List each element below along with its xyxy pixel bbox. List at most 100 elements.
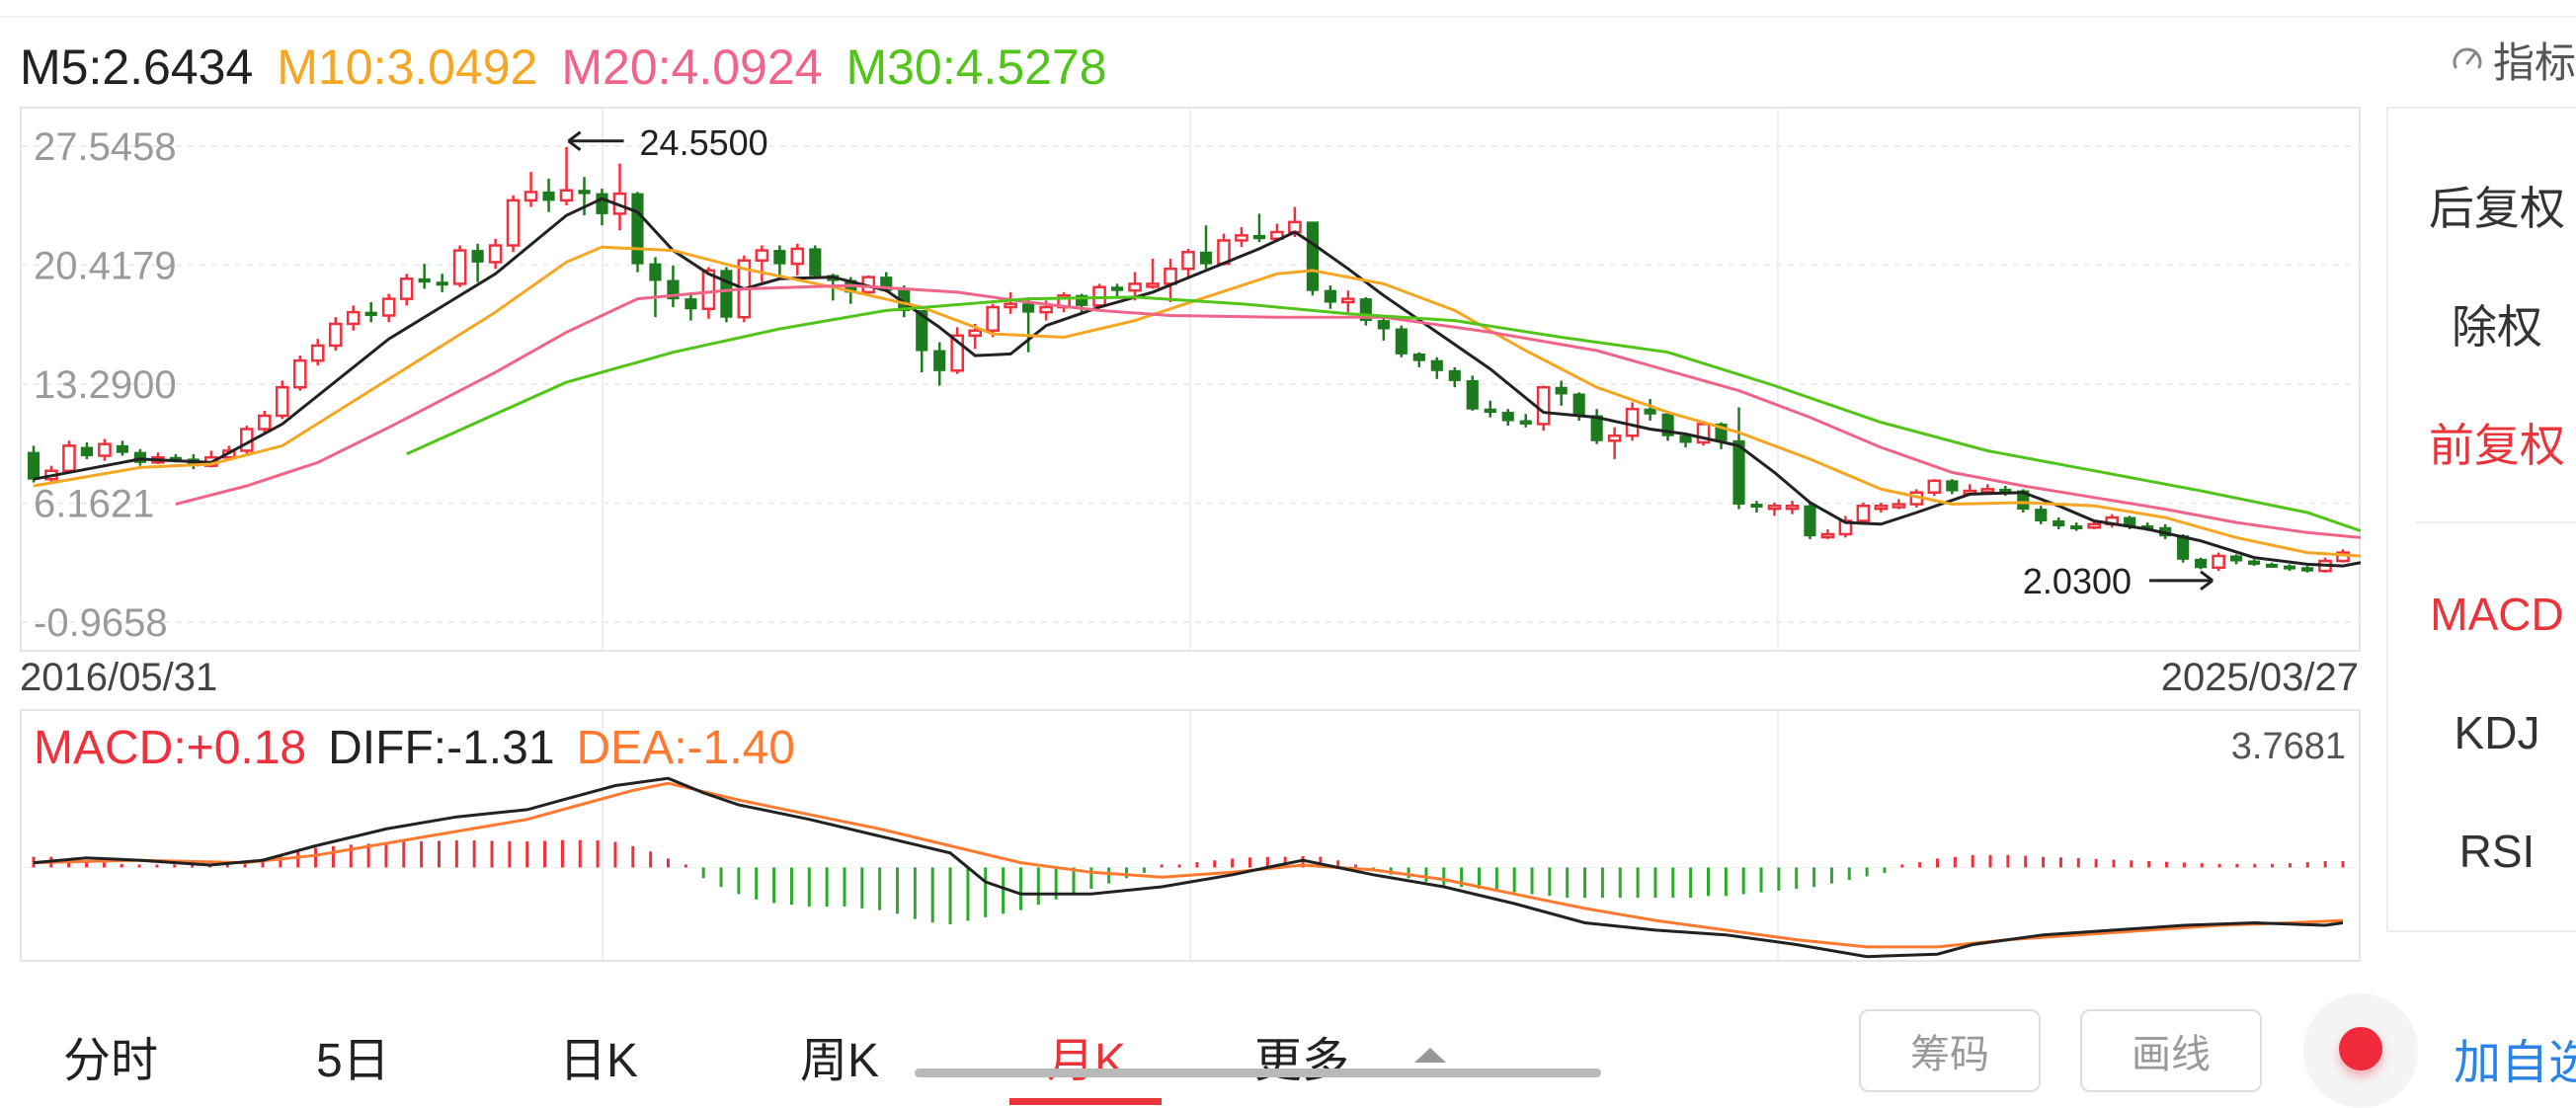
side-divider (2416, 521, 2576, 523)
candle (1785, 501, 1800, 514)
candle-body (2283, 565, 2296, 570)
candle-body (1324, 289, 1336, 303)
indicator-kdj-button[interactable]: KDJ (2454, 707, 2540, 758)
min-price-label: 2.0300 (2023, 561, 2132, 601)
candle (1501, 409, 1514, 427)
candle-body (1164, 267, 1177, 285)
candle-body (559, 189, 574, 202)
ma20-label: M20:4.0924 (561, 40, 823, 95)
candle-body (488, 244, 503, 264)
adjust-none-button[interactable]: 除权 (2452, 301, 2542, 353)
candle (1696, 421, 1711, 446)
ma30-label: M30:4.5278 (845, 40, 1107, 95)
candle-body (720, 270, 733, 318)
candle-body (346, 310, 361, 326)
candle (1874, 502, 1889, 514)
candle-body (1466, 379, 1479, 410)
candle-body (1022, 303, 1035, 313)
candle-body (27, 451, 40, 480)
y-tick-label: 6.1621 (34, 483, 154, 526)
candle-body (1767, 504, 1782, 511)
candle-body (399, 277, 414, 300)
candle-body (1750, 504, 1763, 509)
candlestick-chart[interactable]: 27.5458 20.4179 13.2900 6.1621 -0.9658 24.550… (20, 107, 2361, 652)
candle (1679, 434, 1692, 448)
tab-intraday[interactable]: 分时 (63, 1035, 159, 1087)
macd-max-label: 3.7681 (2231, 726, 2346, 767)
candle (809, 245, 822, 279)
tab-monthly-k[interactable]: 月K (1047, 1035, 1127, 1087)
candle (2283, 564, 2296, 572)
candle (1536, 385, 1551, 432)
candle (1750, 501, 1763, 514)
candle (1927, 479, 1942, 497)
candle (1946, 479, 1959, 495)
adjust-forward-button[interactable]: 前复权 (2429, 420, 2565, 471)
candle-body (1732, 439, 1745, 506)
candle (1767, 502, 1782, 516)
candle-body (1501, 412, 1514, 422)
candle (310, 339, 325, 366)
candle (471, 243, 484, 282)
candle-body (1820, 532, 1835, 539)
candle-body (1892, 503, 1906, 509)
candle-body (1927, 479, 1942, 494)
candle (1324, 285, 1336, 309)
indicator-button[interactable]: 指标 (2450, 30, 2576, 89)
tab-5day[interactable]: 5日 (316, 1035, 390, 1087)
candle-body (2195, 558, 2208, 569)
candle (275, 380, 289, 420)
candle (578, 177, 591, 216)
candle (1092, 283, 1106, 308)
candle-body (1039, 305, 1053, 314)
candle-body (701, 269, 716, 311)
tab-more[interactable]: 更多 (1254, 1035, 1350, 1087)
side-panel: 后复权 除权 前复权 MACD KDJ RSI (2386, 107, 2576, 932)
candle-body (809, 248, 822, 277)
candle-body (2230, 555, 2243, 562)
active-tab-underline (1009, 1098, 1162, 1105)
draw-line-button[interactable]: 画线 (2080, 1009, 2262, 1092)
candle (720, 267, 733, 323)
candle-body (667, 279, 680, 300)
candle (631, 192, 644, 273)
adjust-back-button[interactable]: 后复权 (2429, 183, 2565, 234)
candle (1590, 409, 1603, 444)
min-arrowhead (2200, 570, 2214, 592)
caret-up-icon[interactable] (1414, 1048, 1446, 1063)
candle-body (542, 191, 555, 201)
candle (916, 309, 928, 372)
max-arrowhead (567, 130, 582, 151)
indicator-macd-button[interactable]: MACD (2430, 589, 2564, 640)
macd-chart[interactable]: 3.7681 (20, 709, 2361, 964)
candle-body (1076, 294, 1088, 306)
y-tick-label: -0.9658 (34, 601, 168, 645)
chip-distribution-button[interactable]: 筹码 (1859, 1009, 2041, 1092)
candle-body (1874, 504, 1889, 511)
record-button[interactable] (2303, 993, 2418, 1108)
tab-daily-k[interactable]: 日K (559, 1035, 639, 1087)
candle-body (1856, 504, 1871, 522)
candle (1181, 248, 1195, 279)
candle-body (1110, 286, 1124, 291)
y-tick-label: 13.2900 (34, 363, 177, 407)
candle-body (1607, 434, 1622, 442)
candle-body (1235, 234, 1248, 242)
candle-body (773, 250, 786, 265)
y-tick-label: 20.4179 (34, 245, 177, 288)
tab-weekly-k[interactable]: 周K (800, 1035, 880, 1087)
candle-body (80, 446, 94, 457)
indicator-rsi-button[interactable]: RSI (2458, 826, 2536, 877)
add-to-watchlist-button[interactable]: 加自选 (2454, 1037, 2576, 1089)
candle-body (1785, 504, 1800, 511)
candle (596, 189, 608, 226)
candle (1856, 502, 1871, 524)
candle (1804, 502, 1816, 540)
candle-body (1661, 413, 1674, 436)
top-divider (0, 16, 2576, 18)
candle (1412, 352, 1425, 367)
candle-body (986, 305, 1000, 332)
candle (116, 440, 128, 456)
candle-body (2070, 525, 2083, 530)
macd-value: MACD:+0.18 (34, 721, 307, 774)
